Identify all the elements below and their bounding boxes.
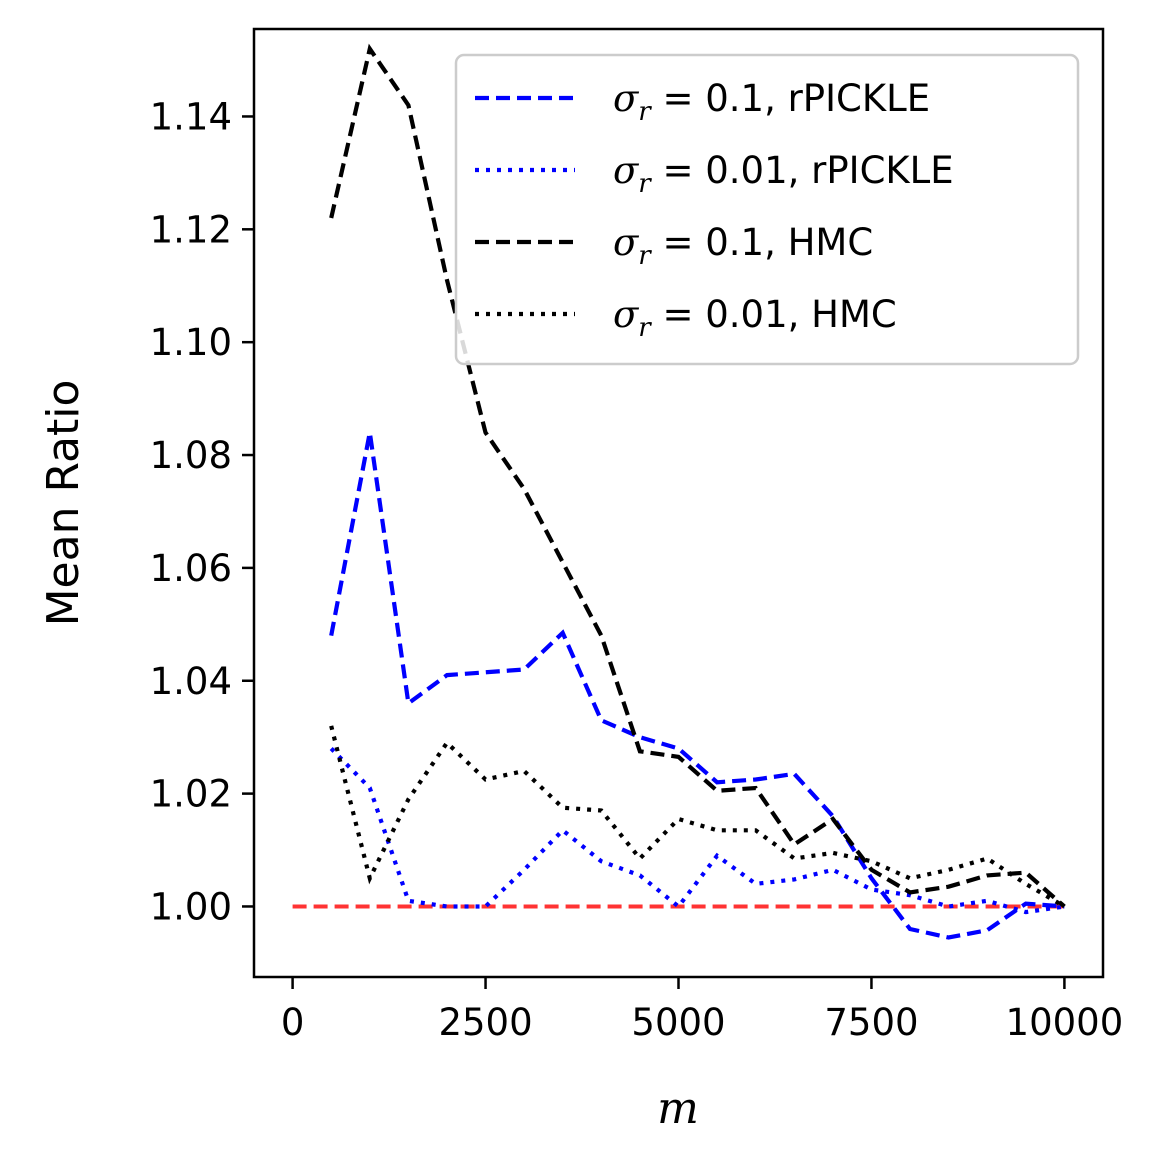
y-axis-label: Mean Ratio [38, 380, 89, 627]
legend: σr = 0.1, rPICKLE σr = 0.01, rPICKLE σr = … [454, 53, 1080, 366]
legend-entry-1: σr = 0.1, rPICKLE [475, 77, 930, 127]
legend-entry-4: σr = 0.01, HMC [475, 293, 897, 343]
y-tick-label: 1.00 [150, 885, 232, 928]
series-line-4 [329, 725, 1066, 909]
legend-label: σr = 0.1, rPICKLE [613, 77, 930, 127]
legend-entry-2: σr = 0.01, rPICKLE [475, 149, 954, 199]
y-tick-label: 1.04 [150, 660, 232, 703]
series-line-1 [329, 432, 1065, 940]
x-tick-label: 10000 [1006, 1001, 1124, 1044]
legend-entry-3: σr = 0.1, HMC [475, 221, 873, 271]
legend-label: σr = 0.1, HMC [613, 221, 873, 271]
y-tick-label: 1.12 [150, 208, 232, 251]
y-tick-label: 1.02 [150, 773, 232, 816]
legend-box [454, 53, 1080, 366]
legend-label: σr = 0.01, rPICKLE [613, 149, 954, 199]
axis-ticks: 0 2500 5000 7500 10000 1.00 1.02 1.04 1.06 1.08 1.… [150, 95, 1124, 1044]
y-tick-label: 1.06 [150, 547, 232, 590]
y-tick-label: 1.10 [150, 321, 232, 364]
x-tick-label: 5000 [631, 1001, 725, 1044]
series-line-2 [329, 747, 1065, 915]
x-axis-label: m [657, 1083, 699, 1134]
y-tick-label: 1.14 [150, 95, 232, 138]
plot-area [292, 43, 1066, 940]
x-tick-label: 0 [281, 1001, 305, 1044]
series-line-3 [329, 43, 1066, 909]
x-tick-label: 2500 [438, 1001, 532, 1044]
x-tick-label: 7500 [824, 1001, 918, 1044]
legend-label: σr = 0.01, HMC [613, 293, 897, 343]
y-tick-label: 1.08 [150, 434, 232, 477]
